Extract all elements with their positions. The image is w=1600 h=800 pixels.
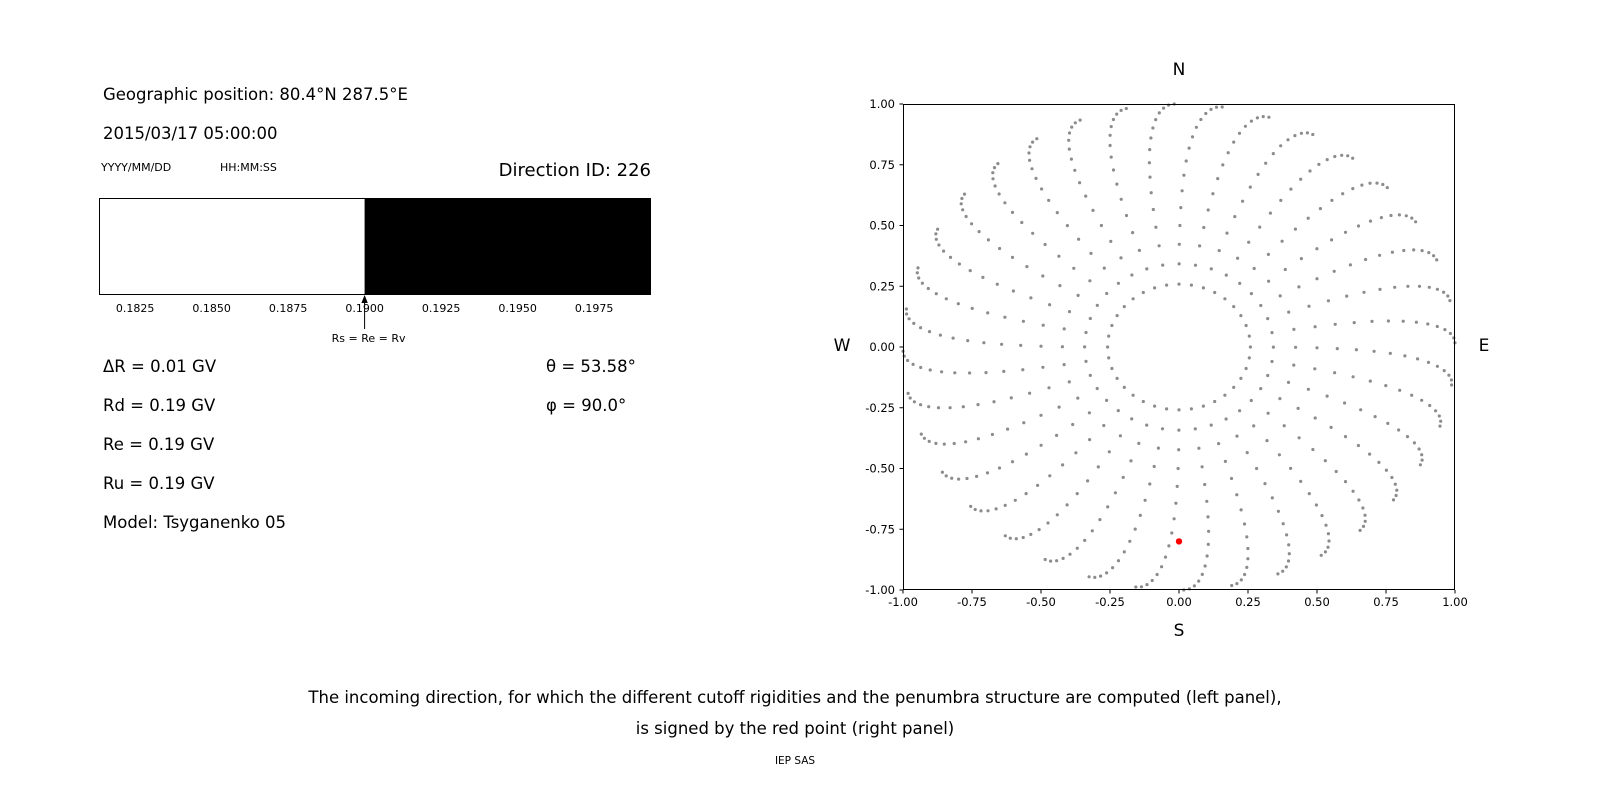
band-x-tick-label: 0.1850 [192, 302, 231, 315]
compass-south-label: S [1173, 621, 1185, 641]
x-tick-label: 0.00 [1166, 595, 1192, 609]
caption-line-2: is signed by the red point (right panel) [635, 719, 955, 738]
band-region [364, 198, 651, 295]
delta-r-value: ΔR = 0.01 GV [103, 357, 217, 376]
compass-north-label: N [1172, 60, 1186, 80]
y-tick-label: -0.75 [865, 522, 895, 536]
ru-value: Ru = 0.19 GV [103, 474, 215, 493]
axes-border [903, 104, 1455, 590]
x-tick-label: 0.75 [1373, 595, 1399, 609]
penumbra-band-chart: 0.1825 0.1850 0.1875 0.1900 0.1925 0.1950 0.19… [99, 198, 651, 345]
y-tick-label: -1.00 [865, 583, 895, 597]
y-tick-label: 0.50 [869, 219, 895, 233]
compass-west-label: W [833, 336, 851, 356]
band-x-tick-label: 0.1975 [575, 302, 614, 315]
datetime-label: 2015/03/17 05:00:00 [103, 124, 278, 143]
y-tick-label: -0.25 [865, 401, 895, 415]
marker-label: Rs = Re = Rv [332, 332, 406, 345]
model-name: Model: Tsyganenko 05 [103, 513, 287, 532]
x-tick-label: 0.25 [1235, 595, 1261, 609]
x-tick-label: -0.75 [957, 595, 987, 609]
theta-value: θ = 53.58° [546, 357, 636, 376]
direction-dots [901, 102, 1457, 592]
band-region [99, 198, 365, 295]
x-tick-label: 0.50 [1304, 595, 1330, 609]
y-tick-label: 0.00 [869, 340, 895, 354]
x-tick-label: -0.25 [1095, 595, 1125, 609]
band-x-tick-label: 0.1825 [116, 302, 155, 315]
band-x-tick-label: 0.1925 [422, 302, 461, 315]
date-format-label: YYYY/MM/DD [101, 161, 172, 174]
credit-label: IEP SAS [774, 755, 816, 767]
x-tick-label: -1.00 [888, 595, 918, 609]
band-border [99, 198, 651, 295]
compass-east-label: E [1478, 336, 1490, 356]
re-value: Re = 0.19 GV [103, 435, 215, 454]
y-tick-label: -0.50 [865, 462, 895, 476]
phi-value: φ = 90.0° [546, 396, 627, 415]
x-tick-label: 1.00 [1442, 595, 1468, 609]
y-tick-label: 0.25 [869, 279, 895, 293]
y-tick-label: 1.00 [869, 97, 895, 111]
marker-arrow-head [361, 295, 368, 303]
time-format-label: HH:MM:SS [220, 161, 277, 174]
x-tick-label: -0.50 [1026, 595, 1056, 609]
rd-value: Rd = 0.19 GV [103, 396, 216, 415]
band-x-tick-label: 0.1950 [498, 302, 537, 315]
direction-map-chart: -1.00 -0.75 -0.50 -0.25 0.00 0.25 0.50 0.75 1.00… [865, 97, 1468, 609]
y-tick-label: 0.75 [869, 158, 895, 172]
red-point [1175, 538, 1183, 545]
geographic-position-label: Geographic position: 80.4°N 287.5°E [103, 85, 408, 104]
caption-line-1: The incoming direction, for which the di… [308, 688, 1282, 707]
direction-id-label: Direction ID: 226 [498, 160, 651, 181]
band-x-tick-label: 0.1875 [269, 302, 308, 315]
